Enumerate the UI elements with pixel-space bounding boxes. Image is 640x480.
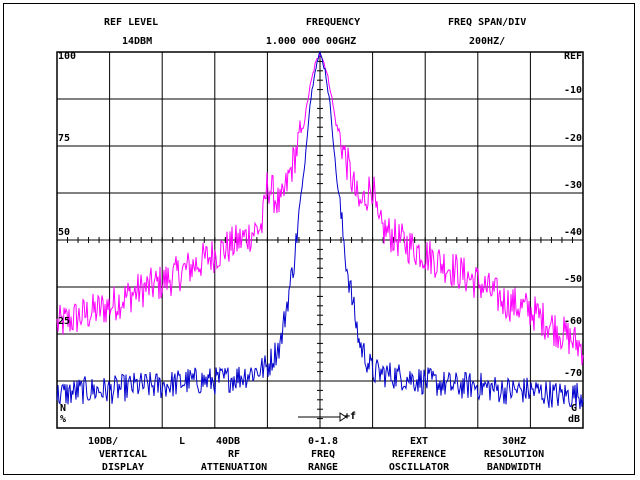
resolution-bandwidth-value: 30HZ (501, 436, 527, 447)
right-scale-m70: -70 (563, 368, 582, 379)
left-scale-50: 50 (58, 227, 71, 238)
vertical-display-line2: VERTICAL (98, 449, 148, 460)
span-value: 200HZ/ (469, 36, 506, 47)
right-scale-m10: -10 (563, 85, 582, 96)
marker-arrow-head (339, 412, 347, 422)
right-scale-db: dB (567, 414, 580, 425)
rf-attenuation-value: 40DB (216, 436, 241, 447)
freq-range-line2: FREQ (310, 449, 336, 460)
reference-oscillator-value: EXT (409, 436, 429, 447)
right-scale-m20: -20 (563, 133, 582, 144)
right-scale-ref: REF (563, 51, 582, 62)
vertical-display-value: 10DB/ (88, 436, 119, 447)
left-scale-percent: % (60, 414, 67, 425)
right-scale-m50: -50 (563, 274, 582, 285)
left-scale-n: N (60, 403, 67, 414)
ref-level-value: 14DBM (122, 36, 153, 47)
rf-attenuation-line3: ATTENUATION (200, 462, 268, 473)
traces (56, 50, 584, 410)
frequency-marker (298, 412, 347, 422)
screen-border (3, 3, 635, 475)
freq-range-line3: RANGE (307, 462, 339, 473)
resolution-bandwidth-line2: RESOLUTION (483, 449, 545, 460)
left-scale-100: 100 (58, 51, 77, 62)
graticule (56, 51, 584, 429)
trace-blue (56, 50, 584, 410)
marker-label: +f (344, 411, 357, 422)
frequency-value: 1.000 000 00GHZ (265, 36, 357, 47)
resolution-bandwidth-line3: BANDWIDTH (486, 462, 542, 473)
reference-oscillator-line3: OSCILLATOR (388, 462, 450, 473)
rf-attenuation-line2: RF (227, 449, 241, 460)
right-scale-g: G (570, 403, 577, 414)
ref-level-label: REF LEVEL (104, 17, 159, 28)
right-scale-m60: -60 (563, 316, 582, 327)
reference-oscillator-line2: REFERENCE (391, 449, 447, 460)
frequency-label: FREQUENCY (305, 17, 361, 28)
left-scale-25: 25 (58, 316, 71, 327)
right-scale-m40: -40 (563, 227, 582, 238)
span-label: FREQ SPAN/DIV (448, 17, 527, 28)
freq-range-value: 0-1.8 (307, 436, 339, 447)
right-scale-m30: -30 (563, 180, 582, 191)
trace-magenta (56, 53, 584, 366)
vertical-display-line3: DISPLAY (101, 462, 145, 473)
left-scale-75: 75 (58, 133, 71, 144)
l-indicator: L (179, 436, 186, 447)
